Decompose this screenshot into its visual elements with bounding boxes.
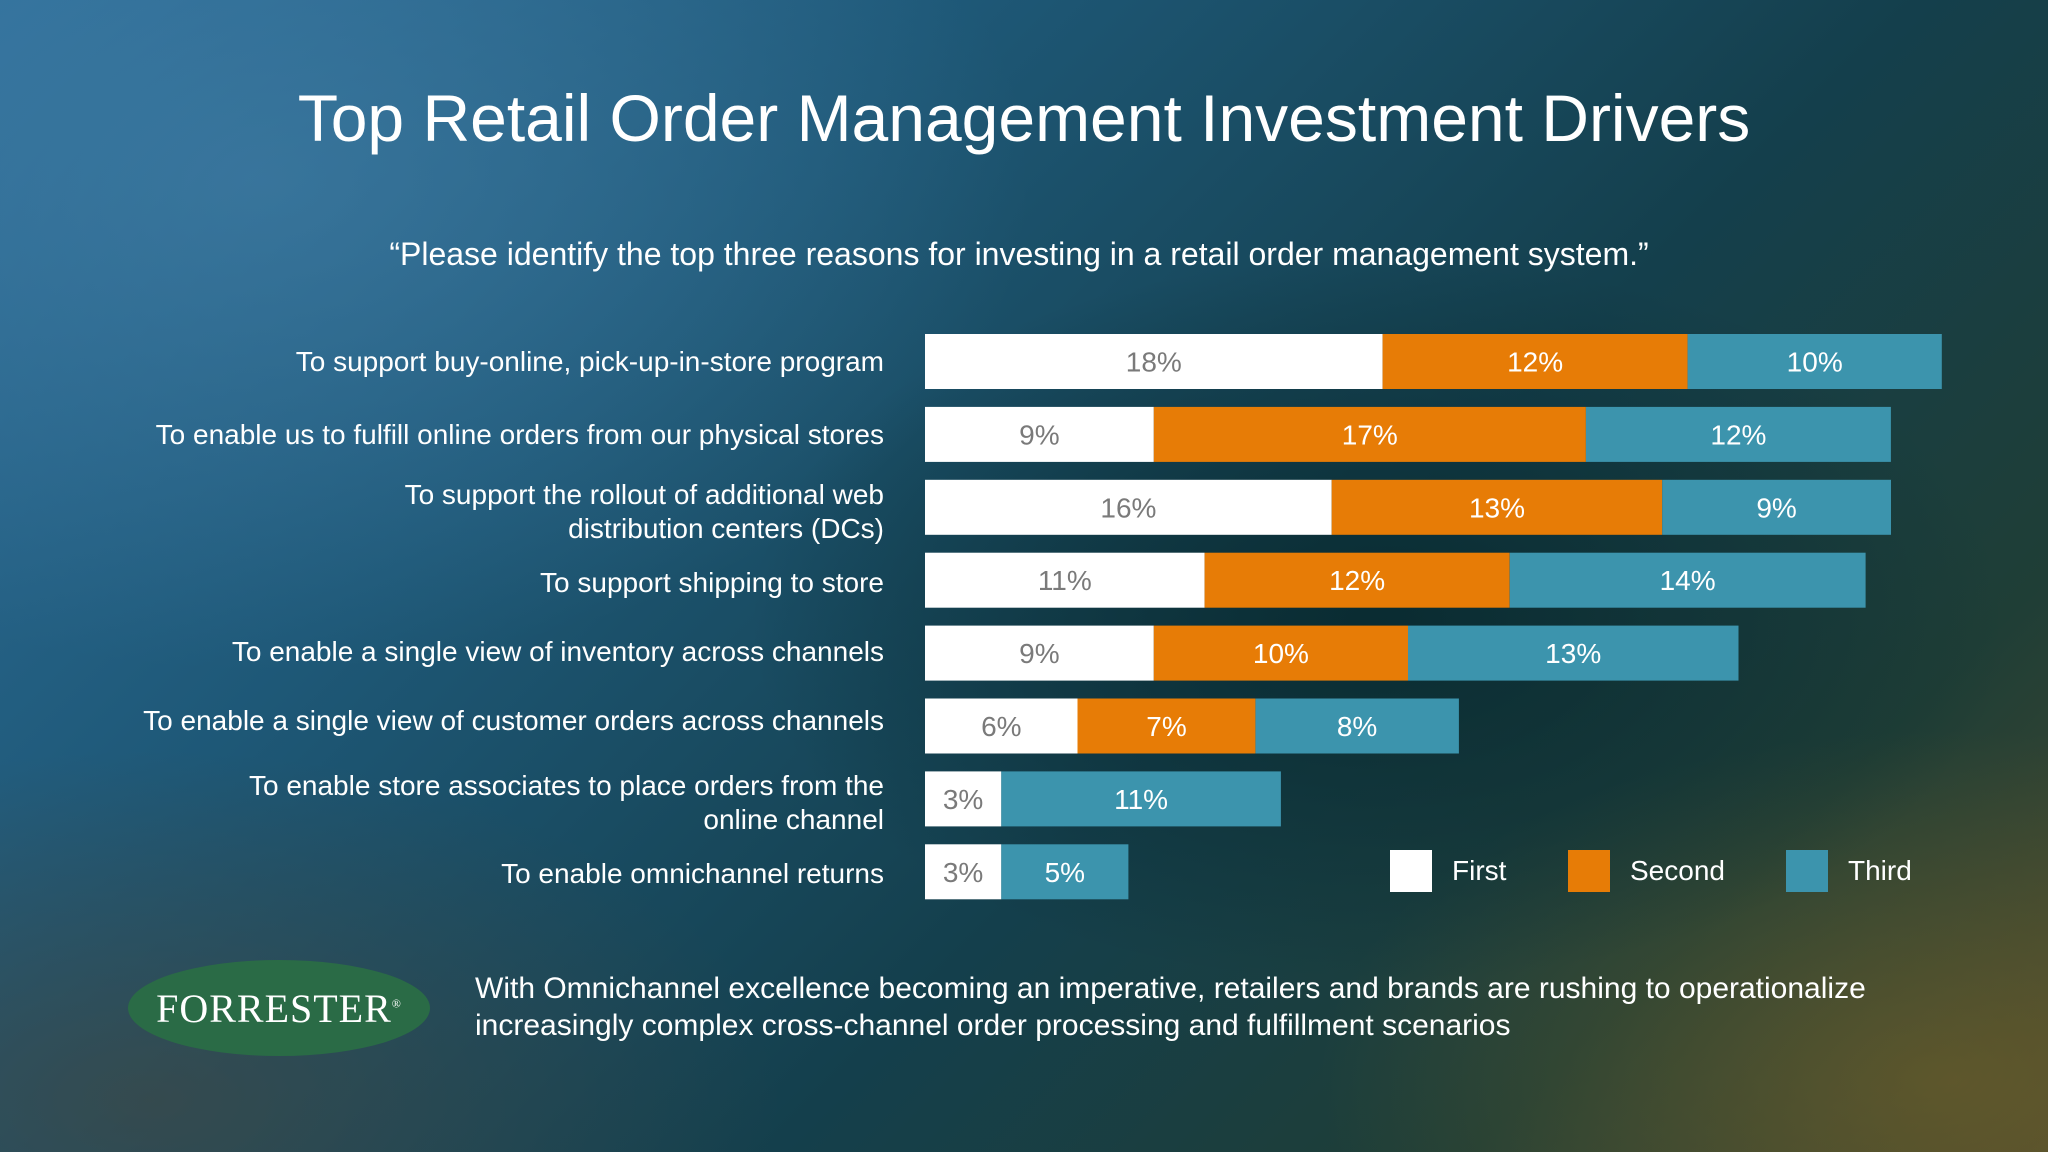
slide-subtitle: “Please identify the top three reasons f… — [389, 236, 1649, 272]
bar-value-label: 6% — [981, 711, 1021, 742]
category-label-text: To enable a single view of customer orde… — [143, 705, 884, 736]
bar-segment-third — [1509, 552, 1866, 608]
legend-label-first: First — [1452, 855, 1507, 886]
bar-value-label: 10% — [1787, 347, 1843, 378]
bar-value-label: 12% — [1507, 347, 1563, 378]
bar-segment-second — [1153, 625, 1408, 681]
category-label: To enable omnichannel returns — [0, 852, 884, 896]
bar-segment-first — [925, 334, 1383, 389]
bar-value-label: 9% — [1019, 638, 1059, 669]
bar-value-label: 12% — [1710, 419, 1766, 450]
bar-segment-second — [1204, 552, 1510, 608]
bar-value-label: 13% — [1469, 492, 1525, 523]
bar-value-label: 11% — [1038, 565, 1092, 596]
legend-label-second: Second — [1630, 855, 1725, 886]
bar-value-label: 16% — [1100, 492, 1156, 523]
bar-segment-third — [1408, 625, 1739, 681]
category-label: To enable us to fulfill online orders fr… — [0, 413, 884, 457]
category-label-text: To enable us to fulfill online orders fr… — [155, 419, 884, 450]
bar-value-label: 11% — [1114, 784, 1168, 815]
forrester-logo: FORRESTER® — [128, 960, 430, 1056]
bar-segment-third — [1687, 334, 1942, 389]
category-label: To support shipping to store — [0, 561, 884, 605]
bar-segment-third — [1001, 844, 1129, 900]
legend-swatch-third — [1786, 850, 1828, 892]
bar-value-label: 14% — [1660, 565, 1716, 596]
bar-value-label: 8% — [1337, 711, 1377, 742]
bar-segment-third — [1255, 698, 1459, 754]
category-label: To support the rollout of additional web… — [0, 476, 884, 548]
legend-item-third: Third — [1786, 850, 1912, 892]
bar-segment-third — [1662, 479, 1891, 535]
bar-value-label: 12% — [1329, 565, 1385, 596]
logo-text: FORRESTER — [156, 985, 392, 1031]
category-label-text: To support buy-online, pick-up-in-store … — [295, 346, 884, 377]
bar-segment-second — [1077, 698, 1256, 754]
category-label-text: To enable omnichannel returns — [501, 858, 884, 889]
slide-footnote: With Omnichannel excellence becoming an … — [475, 972, 1866, 1042]
bar-segment-first — [925, 771, 1002, 827]
category-label-text: To enable store associates to place orde… — [248, 770, 884, 835]
bar-value-label: 18% — [1126, 347, 1182, 378]
bar-value-label: 3% — [943, 784, 983, 815]
bar-segment-first — [925, 406, 1154, 462]
bar-segment-first — [925, 844, 1002, 900]
category-label: To enable store associates to place orde… — [0, 767, 884, 839]
category-label-text: To enable a single view of inventory acr… — [231, 636, 884, 667]
category-label-text: To support shipping to store — [540, 567, 884, 598]
bar-value-label: 9% — [1019, 419, 1059, 450]
bar-value-label: 9% — [1756, 492, 1796, 523]
bar-segment-second — [1382, 334, 1688, 389]
bar-segment-first — [925, 625, 1154, 681]
legend-item-second: Second — [1568, 850, 1725, 892]
bar-segment-first — [925, 552, 1205, 608]
legend-label-third: Third — [1848, 855, 1912, 886]
bar-segment-first — [925, 698, 1078, 754]
logo-wordmark: FORRESTER® — [156, 985, 402, 1032]
bar-value-label: 3% — [943, 857, 983, 888]
category-label: To enable a single view of customer orde… — [0, 699, 884, 743]
category-label: To support buy-online, pick-up-in-store … — [0, 340, 884, 384]
legend-swatch-first — [1390, 850, 1432, 892]
legend-swatch-second — [1568, 850, 1610, 892]
bar-segment-second — [1153, 406, 1586, 462]
category-label-text: To support the rollout of additional web… — [404, 479, 884, 544]
bar-segment-third — [1001, 771, 1281, 827]
bar-value-label: 17% — [1342, 419, 1398, 450]
bar-segment-first — [925, 479, 1332, 535]
bar-value-label: 13% — [1545, 638, 1601, 669]
category-label: To enable a single view of inventory acr… — [0, 630, 884, 674]
legend-item-first: First — [1390, 850, 1506, 892]
bar-segment-third — [1585, 406, 1891, 462]
bar-value-label: 7% — [1146, 711, 1186, 742]
logo-registered-mark: ® — [391, 996, 402, 1011]
bar-value-label: 5% — [1045, 857, 1085, 888]
bar-value-label: 10% — [1253, 638, 1309, 669]
slide-title: Top Retail Order Management Investment D… — [297, 81, 1751, 155]
bar-segment-second — [1331, 479, 1663, 535]
